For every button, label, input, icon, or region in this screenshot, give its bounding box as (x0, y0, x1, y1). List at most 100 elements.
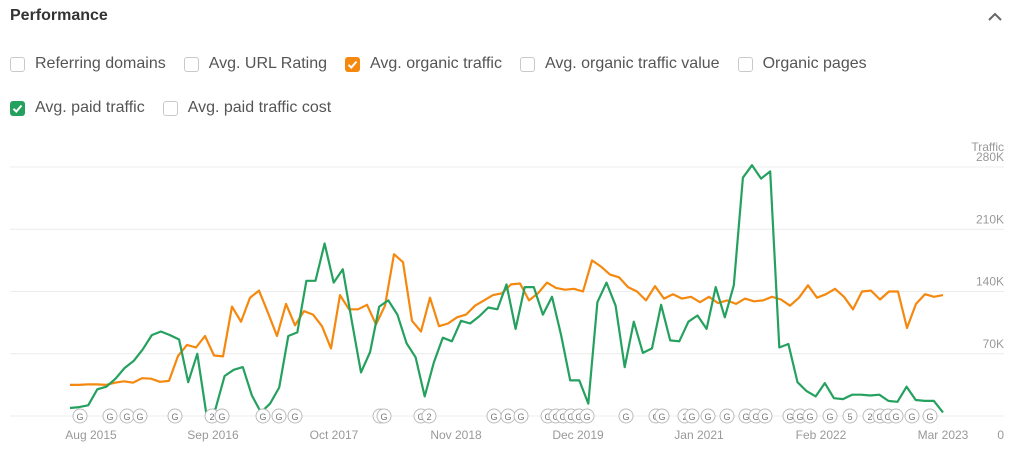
x-tick-label: Sep 2016 (187, 428, 239, 442)
annotation-label: G (761, 412, 768, 422)
annotation-label: G (76, 412, 83, 422)
annotation-label: G (926, 412, 933, 422)
annotation-marker[interactable]: G (822, 408, 838, 424)
annotation-marker[interactable]: G (719, 408, 735, 424)
toggle-avg-paid-traffic[interactable]: Avg. paid traffic (10, 99, 145, 117)
annotation-marker[interactable]: G (579, 408, 595, 424)
annotation-label: G (575, 412, 582, 422)
toggle-label: Avg. organic traffic value (544, 55, 720, 72)
checkbox[interactable] (519, 56, 535, 72)
annotation-label: G (622, 412, 629, 422)
annotation-marker[interactable]: G (486, 408, 502, 424)
annotation-label: G (806, 412, 813, 422)
annotation-marker[interactable]: G (102, 408, 118, 424)
x-tick-label: Oct 2017 (310, 428, 359, 442)
toggle-label: Organic pages (762, 55, 867, 72)
annotation-label: G (544, 412, 551, 422)
toggle-label: Avg. organic traffic (370, 55, 502, 72)
toggle-avg-organic-traffic[interactable]: Avg. organic traffic (345, 55, 502, 73)
toggle-avg-url-rating[interactable]: Avg. URL Rating (183, 55, 328, 73)
annotation-marker[interactable]: G (904, 408, 920, 424)
series-lines (69, 164, 944, 416)
annotation-marker[interactable]: G (618, 408, 634, 424)
annotation-marker[interactable]: G (500, 408, 516, 424)
checkbox[interactable] (162, 100, 178, 116)
annotation-label: G (688, 412, 695, 422)
annotation-label: G (892, 412, 899, 422)
annotation-marker[interactable]: G (287, 408, 303, 424)
annotation-label: G (567, 412, 574, 422)
annotation-label: 2 (867, 412, 872, 422)
annotation-markers: GGGGG2GGGGGGG2GGGGGGGGGGGG2GGGGGGGGGG52G… (72, 408, 938, 424)
annotation-marker[interactable]: G (684, 408, 700, 424)
toggle-avg-paid-traffic-cost[interactable]: Avg. paid traffic cost (162, 99, 332, 117)
toggle-avg-organic-traffic-value[interactable]: Avg. organic traffic value (519, 55, 720, 73)
annotation-marker[interactable]: G (376, 408, 392, 424)
check-icon (347, 60, 358, 69)
annotation-label: G (908, 412, 915, 422)
toggle-organic-pages[interactable]: Organic pages (737, 55, 867, 73)
annotation-label: G (136, 412, 143, 422)
y-tick-label: 70K (983, 337, 1004, 351)
metric-toggle-row-1: Referring domains Avg. URL Rating Avg. o… (10, 52, 1014, 76)
annotation-marker[interactable]: G (214, 408, 230, 424)
chevron-up-icon[interactable] (986, 8, 1004, 26)
y-axis-ticks: 0 70K 140K 210K 280K (976, 150, 1004, 442)
toggle-referring-domains[interactable]: Referring domains (10, 55, 166, 73)
annotation-label: G (517, 412, 524, 422)
annotation-marker[interactable]: G (72, 408, 88, 424)
annotation-label: G (259, 412, 266, 422)
annotation-label: G (884, 412, 891, 422)
y-tick-label: 280K (976, 150, 1004, 164)
annotation-marker[interactable]: G (119, 408, 135, 424)
checkbox[interactable] (737, 56, 753, 72)
checkbox-checked[interactable] (10, 100, 25, 116)
annotation-label: G (123, 412, 130, 422)
annotation-label: G (704, 412, 711, 422)
toggle-label: Avg. URL Rating (208, 55, 328, 72)
annotation-label: G (106, 412, 113, 422)
annotation-label: 5 (847, 412, 852, 422)
annotation-label: G (876, 412, 883, 422)
checkbox-checked[interactable] (345, 56, 361, 72)
section-title: Performance (10, 7, 108, 24)
annotation-label: G (583, 412, 590, 422)
annotation-label: G (504, 412, 511, 422)
annotation-label: G (275, 412, 282, 422)
x-tick-label: Jan 2021 (674, 428, 724, 442)
annotation-marker[interactable]: G (700, 408, 716, 424)
annotation-label: G (171, 412, 178, 422)
annotation-marker[interactable]: G (654, 408, 670, 424)
annotation-label: G (218, 412, 225, 422)
annotation-marker[interactable]: 5 (842, 408, 858, 424)
annotation-marker[interactable]: G (757, 408, 773, 424)
metric-toggle-row-2: Avg. paid traffic Avg. paid traffic cost (10, 96, 1014, 120)
annotation-marker[interactable]: G (922, 408, 938, 424)
annotation-marker[interactable]: G (513, 408, 529, 424)
checkbox[interactable] (183, 56, 199, 72)
toggle-label: Avg. paid traffic cost (187, 99, 332, 116)
annotation-label: G (559, 412, 566, 422)
series-line-1[interactable] (69, 164, 944, 416)
annotation-label: G (742, 412, 749, 422)
x-tick-label: Nov 2018 (430, 428, 482, 442)
check-icon (12, 104, 23, 113)
annotation-marker[interactable]: G (271, 408, 287, 424)
x-tick-label: Feb 2022 (796, 428, 847, 442)
annotation-label: G (796, 412, 803, 422)
annotation-label: G (826, 412, 833, 422)
annotation-marker[interactable]: G (255, 408, 271, 424)
annotation-marker[interactable]: G (167, 408, 183, 424)
annotation-label: G (786, 412, 793, 422)
y-tick-label: 140K (976, 275, 1004, 289)
x-tick-label: Dec 2019 (552, 428, 604, 442)
annotation-marker[interactable]: G (132, 408, 148, 424)
checkbox[interactable] (10, 56, 25, 72)
performance-header: Performance (10, 6, 1014, 30)
annotation-marker[interactable]: G (802, 408, 818, 424)
annotation-marker[interactable]: G (888, 408, 904, 424)
annotation-marker[interactable]: 2 (421, 408, 437, 424)
toggle-label: Avg. paid traffic (35, 99, 145, 116)
series-line-0[interactable] (70, 253, 944, 386)
